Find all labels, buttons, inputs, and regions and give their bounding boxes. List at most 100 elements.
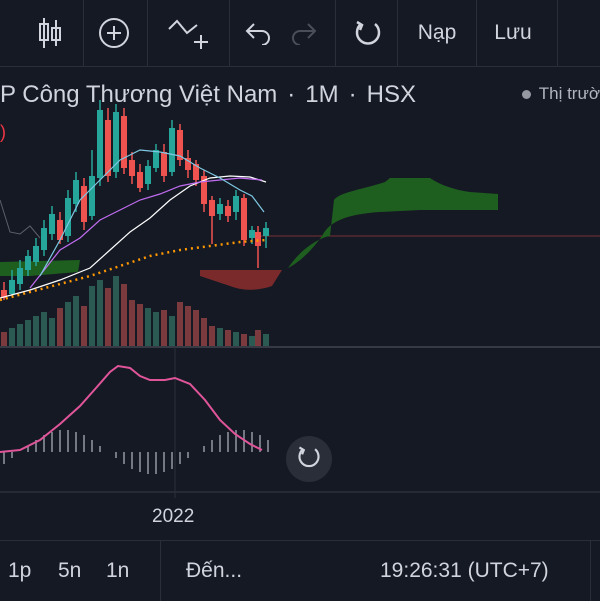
volume-bar [255, 330, 261, 346]
candle-body [129, 160, 135, 176]
candle-body [25, 256, 31, 270]
candle-body [201, 176, 207, 204]
volume-bar [145, 308, 151, 346]
timeframe-1n[interactable]: 1n [106, 559, 130, 582]
ma-cyan [39, 149, 265, 277]
candle-body [137, 172, 143, 188]
volume-bars [1, 276, 269, 346]
volume-bar [177, 302, 183, 346]
redo-icon[interactable] [286, 0, 322, 66]
top-toolbar: Nạp Lưu [0, 0, 600, 67]
volume-bar [129, 300, 135, 346]
volume-bar [1, 332, 7, 346]
clock-timezone[interactable]: 19:26:31 (UTC+7) [380, 559, 549, 582]
volume-bar [201, 318, 207, 346]
candle-body [185, 158, 191, 170]
volume-bar [233, 332, 239, 346]
volume-bar [217, 328, 223, 346]
volume-bar [121, 284, 127, 346]
save-button[interactable]: Lưu [494, 21, 532, 44]
reset-icon [296, 444, 322, 475]
symbol-interval: 1M [305, 81, 339, 108]
symbol-exchange: HSX [366, 81, 416, 108]
candle-body [145, 166, 151, 184]
chart-reset-button[interactable] [286, 436, 332, 482]
line-plus-icon[interactable] [164, 0, 214, 66]
candle-body [73, 180, 79, 204]
price-chart[interactable] [0, 0, 600, 540]
candlestick-icon[interactable] [28, 0, 72, 66]
volume-bar [33, 316, 39, 346]
candle-body [217, 204, 223, 214]
candle-body [241, 198, 247, 240]
symbol-header[interactable]: P Công Thương Việt Nam · 1M · HSX [0, 78, 416, 112]
timeframe-1p[interactable]: 1p [8, 559, 32, 582]
symbol-name: P Công Thương Việt Nam [0, 81, 278, 108]
ichimoku-cloud-future [288, 178, 498, 268]
candle-body [169, 128, 175, 172]
volume-bar [73, 296, 79, 346]
timeframe-5n[interactable]: 5n [58, 559, 82, 582]
ichimoku-cloud-bear [200, 270, 282, 290]
candle-body [161, 152, 167, 176]
volume-bar [65, 302, 71, 346]
volume-bar [185, 306, 191, 346]
volume-bar [249, 336, 255, 346]
market-status: Thị trườ [521, 84, 600, 104]
candle-body [49, 214, 55, 234]
candle-body [41, 228, 47, 250]
volume-bar [57, 308, 63, 346]
volume-bar [89, 286, 95, 346]
volume-bar [113, 276, 119, 346]
macd-line [0, 364, 263, 453]
goto-date-button[interactable]: Đến... [186, 559, 243, 582]
candle-body [33, 246, 39, 262]
candle-body [153, 150, 159, 168]
candle-body [81, 186, 87, 222]
separator-dot: · [348, 81, 357, 108]
candle-body [233, 196, 239, 212]
volume-bar [97, 280, 103, 346]
reset-icon[interactable] [348, 0, 388, 66]
volume-bar [9, 328, 15, 346]
volume-bar [209, 326, 215, 346]
volume-bar [193, 310, 199, 346]
candle-body [225, 206, 231, 216]
volume-bar [81, 306, 87, 346]
volume-bar [161, 310, 167, 346]
candle-body [105, 120, 111, 176]
candle-body [9, 280, 15, 294]
volume-bar [263, 334, 269, 346]
status-dot [521, 89, 531, 99]
separator-dot: · [287, 81, 296, 108]
indicator-legend: ) [0, 122, 6, 142]
candle-body [209, 200, 215, 216]
candle-body [121, 116, 127, 168]
volume-bar [25, 320, 31, 346]
volume-bar [137, 304, 143, 346]
plus-circle-icon[interactable] [92, 0, 136, 66]
volume-bar [241, 334, 247, 346]
candle-body [1, 290, 7, 298]
volume-bar [153, 312, 159, 346]
x-axis-tick-label: 2022 [152, 506, 195, 527]
volume-bar [225, 330, 231, 346]
volume-bar [169, 316, 175, 346]
ma-white [0, 175, 267, 299]
candle-body [65, 198, 71, 236]
candle-body [255, 232, 261, 246]
market-status-label: Thị trườ [538, 84, 600, 103]
candles [1, 100, 269, 300]
candle-body [97, 110, 103, 178]
load-button[interactable]: Nạp [417, 21, 457, 44]
candle-body [249, 230, 255, 238]
ma-grey [0, 199, 41, 239]
candle-body [177, 130, 183, 160]
candle-body [17, 268, 23, 284]
candle-body [263, 228, 269, 236]
volume-bar [41, 312, 47, 346]
candle-body [89, 176, 95, 216]
undo-icon[interactable] [240, 0, 276, 66]
volume-bar [49, 318, 55, 346]
bottom-bar: 1p 5n 1n Đến... 19:26:31 (UTC+7) [0, 540, 600, 601]
